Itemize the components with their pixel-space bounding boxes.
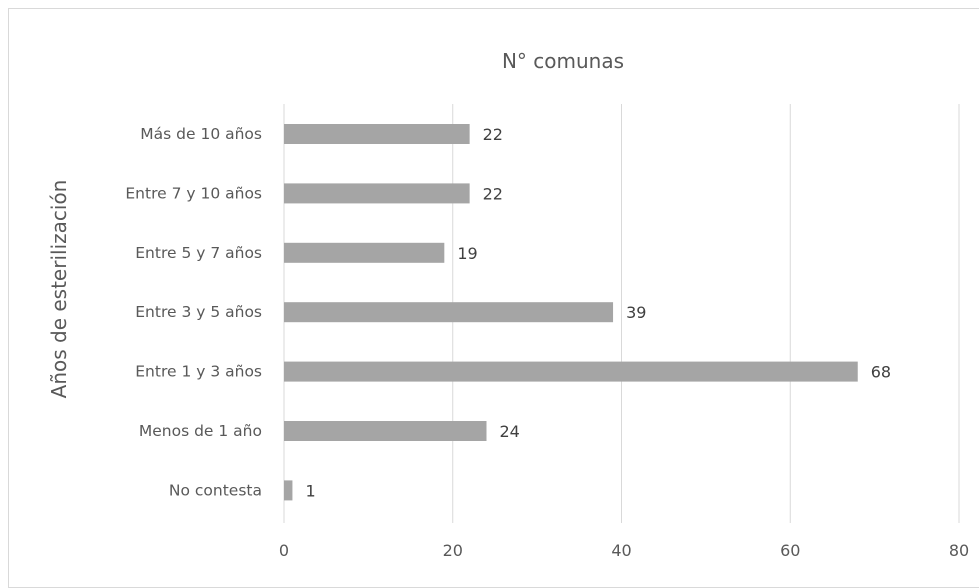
- x-tick-label: 20: [443, 541, 463, 560]
- bars: [284, 124, 858, 501]
- x-tick-label: 80: [949, 541, 969, 560]
- data-label: 68: [871, 363, 891, 382]
- x-tick-label: 0: [279, 541, 289, 560]
- category-label: Entre 1 y 3 años: [135, 363, 262, 381]
- category-label: Entre 3 y 5 años: [135, 303, 262, 321]
- x-tick-label: 40: [611, 541, 631, 560]
- y-axis-label: Años de esterilización: [47, 180, 71, 399]
- bar-chart: 0 20 40 60 80 Más de 10 años 22 Entre 7 y 10 añ…: [47, 49, 969, 560]
- category-label: Más de 10 años: [140, 125, 262, 143]
- data-label: 22: [483, 184, 503, 203]
- category-label: No contesta: [169, 481, 262, 499]
- chart-title: N° comunas: [502, 49, 624, 73]
- bar: [284, 421, 487, 441]
- bar: [284, 480, 293, 501]
- data-label: 22: [483, 125, 503, 144]
- bar: [284, 124, 470, 144]
- data-label: 39: [626, 303, 646, 322]
- data-label: 1: [305, 481, 315, 500]
- x-tick-label: 60: [780, 541, 800, 560]
- bar: [284, 361, 858, 382]
- category-label: Menos de 1 año: [139, 422, 262, 440]
- bar: [284, 242, 445, 263]
- category-label: Entre 5 y 7 años: [135, 244, 262, 262]
- bar: [284, 302, 614, 323]
- data-label: 24: [500, 422, 520, 441]
- labels: 0 20 40 60 80 Más de 10 años 22 Entre 7 y 10 añ…: [125, 125, 969, 560]
- chart-frame: [8, 8, 979, 588]
- bar: [284, 183, 470, 204]
- data-label: 19: [457, 244, 477, 263]
- category-label: Entre 7 y 10 años: [125, 184, 262, 202]
